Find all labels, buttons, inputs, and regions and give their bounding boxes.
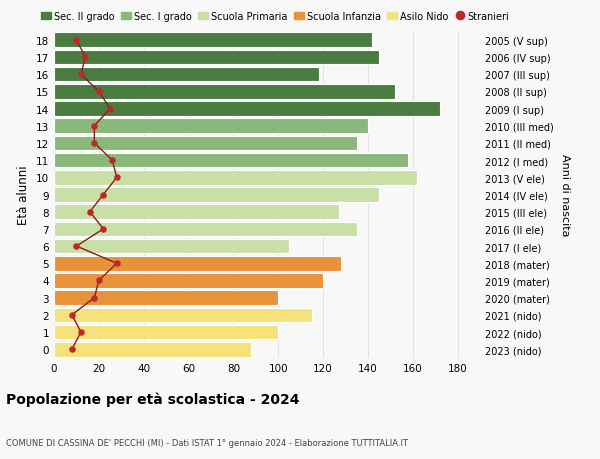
Bar bbox=[54, 119, 368, 134]
Point bbox=[112, 260, 122, 267]
Bar bbox=[54, 153, 408, 168]
Point bbox=[98, 191, 108, 199]
Point bbox=[89, 140, 99, 147]
Bar bbox=[54, 342, 251, 357]
Y-axis label: Anni di nascita: Anni di nascita bbox=[560, 154, 570, 236]
Bar bbox=[54, 136, 356, 151]
Bar bbox=[54, 291, 278, 305]
Bar bbox=[54, 188, 379, 202]
Point bbox=[94, 89, 104, 96]
Point bbox=[89, 123, 99, 130]
Bar bbox=[54, 205, 339, 219]
Y-axis label: Età alunni: Età alunni bbox=[17, 165, 31, 225]
Bar bbox=[54, 50, 379, 65]
Point bbox=[71, 37, 81, 45]
Bar bbox=[54, 308, 312, 322]
Legend: Sec. II grado, Sec. I grado, Scuola Primaria, Scuola Infanzia, Asilo Nido, Stran: Sec. II grado, Sec. I grado, Scuola Prim… bbox=[41, 12, 509, 22]
Bar bbox=[54, 222, 356, 237]
Point bbox=[98, 226, 108, 233]
Bar bbox=[54, 274, 323, 288]
Point bbox=[94, 277, 104, 285]
Text: Popolazione per età scolastica - 2024: Popolazione per età scolastica - 2024 bbox=[6, 392, 299, 406]
Point bbox=[89, 294, 99, 302]
Bar bbox=[54, 102, 440, 117]
Point bbox=[67, 312, 77, 319]
Bar bbox=[54, 257, 341, 271]
Point bbox=[80, 54, 90, 62]
Point bbox=[112, 174, 122, 182]
Bar bbox=[54, 68, 319, 82]
Point bbox=[76, 71, 86, 78]
Bar bbox=[54, 171, 417, 185]
Bar bbox=[54, 85, 395, 100]
Point bbox=[107, 157, 117, 164]
Point bbox=[105, 106, 115, 113]
Point bbox=[71, 243, 81, 250]
Bar bbox=[54, 239, 289, 254]
Point bbox=[76, 329, 86, 336]
Bar bbox=[54, 34, 373, 48]
Point bbox=[85, 208, 95, 216]
Bar bbox=[54, 325, 278, 340]
Text: COMUNE DI CASSINA DE' PECCHI (MI) - Dati ISTAT 1° gennaio 2024 - Elaborazione TU: COMUNE DI CASSINA DE' PECCHI (MI) - Dati… bbox=[6, 438, 408, 448]
Point bbox=[67, 346, 77, 353]
